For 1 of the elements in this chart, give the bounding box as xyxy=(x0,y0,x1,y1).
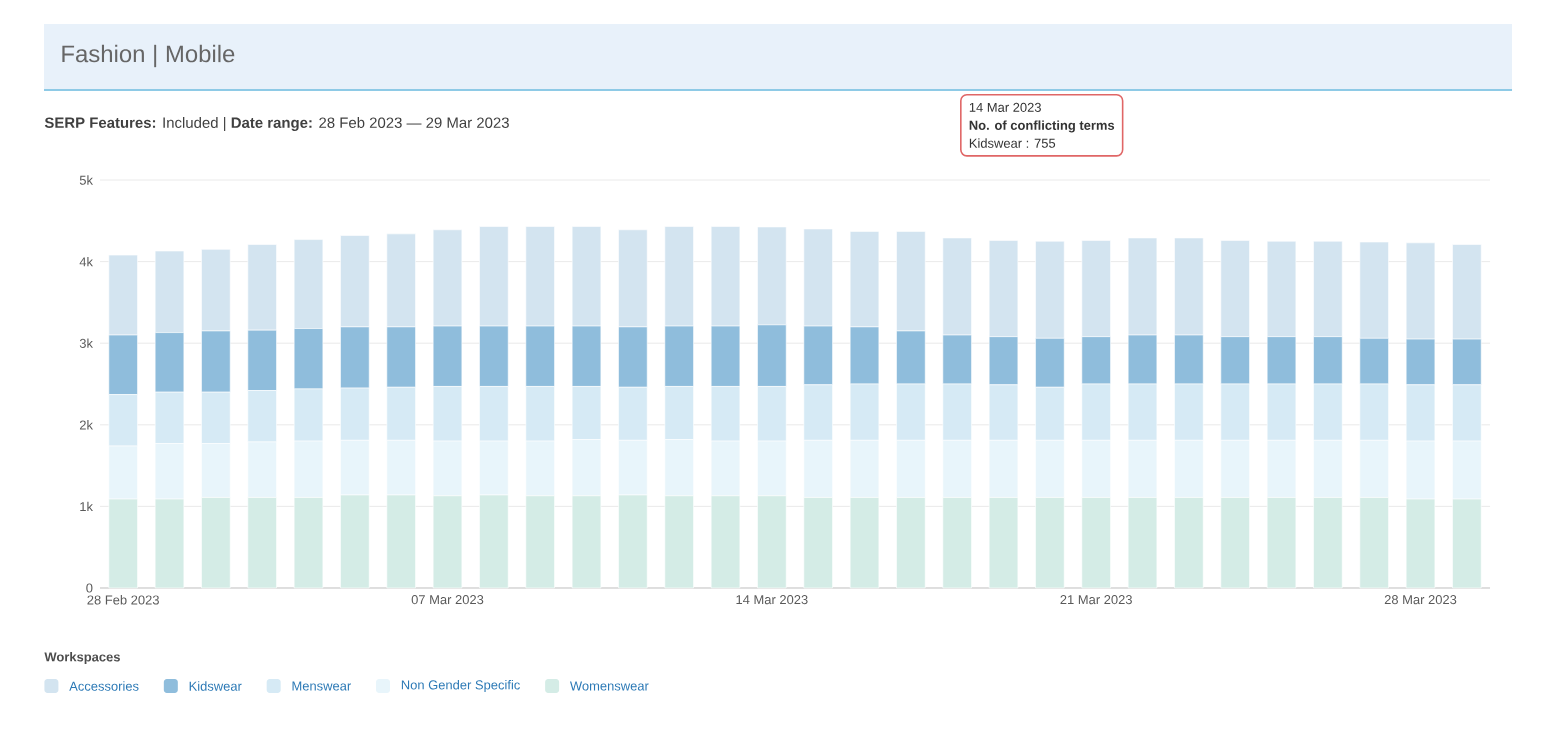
chart-title: Fashion | Mobile xyxy=(62,44,235,68)
